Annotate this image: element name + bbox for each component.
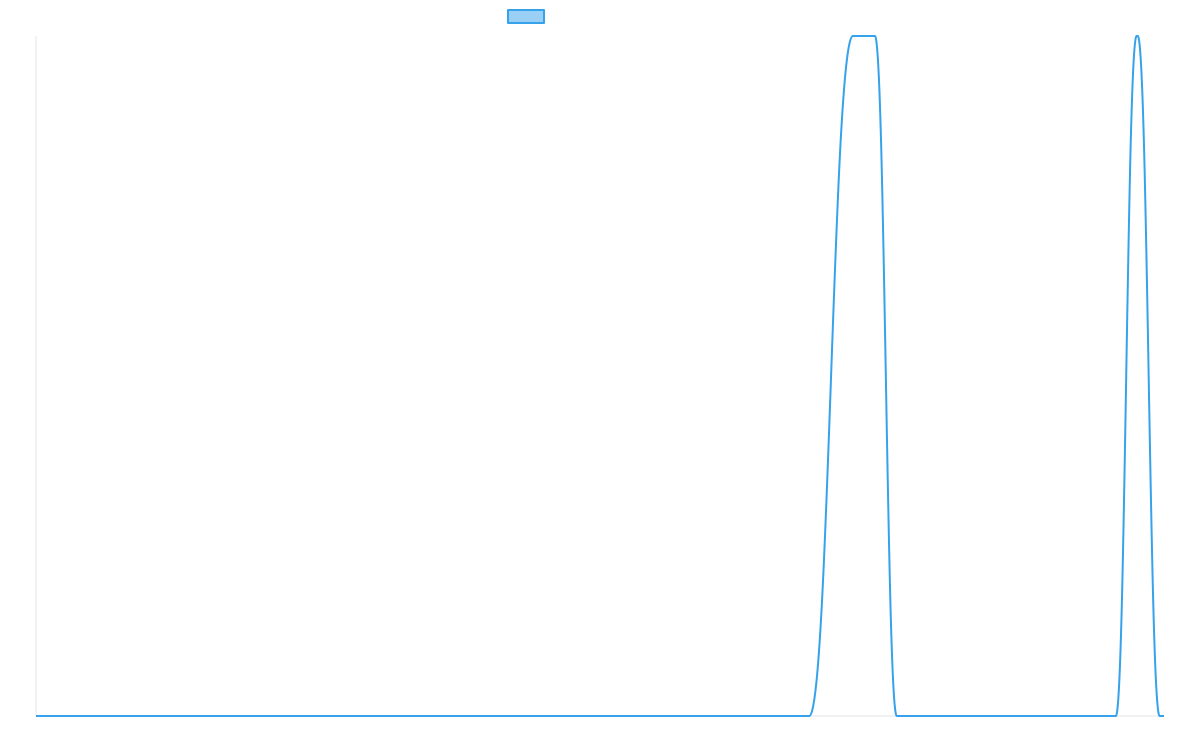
series-line: [36, 35, 1164, 717]
legend-swatch[interactable]: [507, 9, 545, 24]
legend[interactable]: [507, 9, 551, 24]
